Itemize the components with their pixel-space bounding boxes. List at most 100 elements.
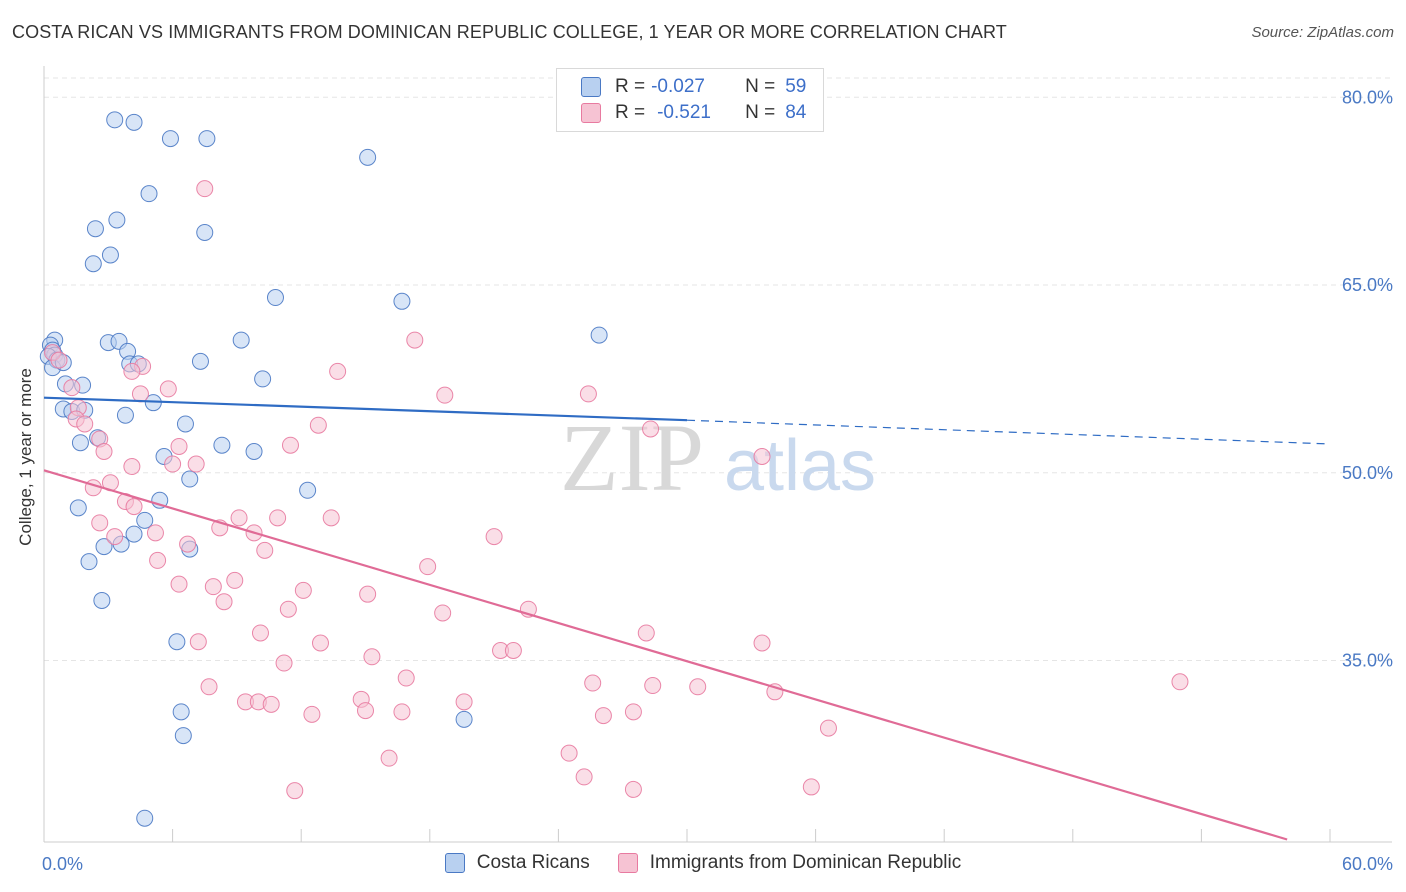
costa-rican-point <box>213 436 231 454</box>
dominican-point <box>196 180 214 198</box>
costa-rican-point <box>161 130 179 148</box>
costa-rican-trend-line <box>43 396 688 422</box>
dominican-point <box>170 575 188 593</box>
costa-rican-point <box>140 185 158 203</box>
legend-n-label: N = <box>745 76 776 97</box>
stats-legend: R = -0.027 N = 59 R = -0.521 N = 84 <box>556 68 824 132</box>
axes <box>43 66 1392 843</box>
legend-r-label: R = <box>615 76 646 97</box>
costa-rican-point <box>455 710 473 728</box>
costa-rican-point <box>136 809 154 827</box>
costa-rican-point <box>181 470 199 488</box>
dominican-point <box>215 593 233 611</box>
dominican-point <box>95 442 113 460</box>
dominican-point <box>50 351 68 369</box>
dominican-point <box>397 669 415 687</box>
dominican-point <box>125 498 143 516</box>
dominican-point <box>226 571 244 589</box>
dominican-point <box>187 455 205 473</box>
dominican-point <box>644 677 662 695</box>
costa-rican-point <box>80 553 98 571</box>
costa-rican-point <box>125 525 143 543</box>
dominican-point <box>294 581 312 599</box>
dominican-point <box>76 415 94 433</box>
dominican-point <box>434 604 452 622</box>
dominican-point <box>279 600 297 618</box>
costa-rican-point <box>245 442 263 460</box>
dominican-point <box>303 705 321 723</box>
chart-title: COSTA RICAN VS IMMIGRANTS FROM DOMINICAN… <box>12 22 1007 42</box>
dominican-point <box>485 528 503 546</box>
dominican-point <box>256 541 274 559</box>
costa-rican-point <box>198 130 216 148</box>
tick-labels: 35.0% 50.0% 65.0% 80.0% 0.0% 60.0% <box>42 87 1393 874</box>
dominican-point <box>269 509 287 527</box>
legend-r-value: -0.521 <box>657 102 711 123</box>
x-tick-label-max: 60.0% <box>1342 854 1393 874</box>
dominican-point <box>753 634 771 652</box>
dominican-point <box>200 678 218 696</box>
dominican-point <box>251 624 269 642</box>
costa-rican-trend-extension <box>686 419 1331 445</box>
dominican-point <box>504 642 522 660</box>
costa-rican-point <box>71 434 89 452</box>
dominican-point <box>63 379 81 397</box>
legend-label-dominican: Immigrants from Dominican Republic <box>649 852 962 873</box>
costa-rican-point <box>86 220 104 238</box>
costa-rican-point <box>176 415 194 433</box>
dominican-point <box>91 514 109 532</box>
legend-item-dominican: Immigrants from Dominican Republic <box>617 852 962 874</box>
costa-rican-point <box>299 481 317 499</box>
dominican-point <box>753 448 771 466</box>
dominican-point <box>624 703 642 721</box>
dominican-point <box>286 782 304 800</box>
dominican-point <box>123 458 141 476</box>
dominican-point <box>642 420 660 438</box>
dominican-point <box>579 385 597 403</box>
costa-rican-point <box>359 148 377 166</box>
costa-rican-point <box>168 633 186 651</box>
dominican-point <box>309 416 327 434</box>
costa-rican-point <box>93 591 111 609</box>
dominican-point <box>230 509 248 527</box>
dominican-point <box>575 768 593 786</box>
dominican-point <box>146 524 164 542</box>
dominican-point <box>311 634 329 652</box>
legend-n-value: 59 <box>785 76 807 97</box>
legend-row-costa-ricans: R = -0.027 N = 59 <box>581 74 806 100</box>
legend-swatch-pink <box>581 103 601 123</box>
trend-lines <box>43 396 1331 841</box>
dominican-point <box>159 380 177 398</box>
y-tick-label: 35.0% <box>1342 651 1393 671</box>
dominican-point <box>819 719 837 737</box>
y-axis-title: College, 1 year or more <box>16 368 35 546</box>
legend-swatch-pink <box>617 853 638 873</box>
dominican-point <box>275 654 293 672</box>
dominican-point <box>329 362 347 380</box>
dominican-point <box>455 693 473 711</box>
dominican-point <box>584 674 602 692</box>
dominican-point <box>406 331 424 349</box>
legend-r-label: R = <box>615 102 646 123</box>
dominican-point <box>204 578 222 596</box>
legend-r-value: -0.027 <box>651 76 705 97</box>
dominican-point <box>419 558 437 576</box>
dominican-point <box>436 386 454 404</box>
costa-rican-point <box>174 727 192 745</box>
dominican-point <box>262 695 280 713</box>
costa-rican-point <box>232 331 250 349</box>
dominican-point <box>380 749 398 767</box>
watermark-atlas: atlas <box>724 426 876 506</box>
costa-rican-point <box>172 703 190 721</box>
dominican-point <box>164 455 182 473</box>
dominican-point <box>594 707 612 725</box>
gridlines <box>44 77 1392 662</box>
costa-rican-point <box>393 292 411 310</box>
dominican-point <box>560 744 578 762</box>
dominican-point <box>131 385 149 403</box>
dominican-point <box>637 624 655 642</box>
dominican-point <box>357 702 374 720</box>
dominican-trend-line <box>43 469 1288 841</box>
costa-rican-point <box>84 255 102 273</box>
